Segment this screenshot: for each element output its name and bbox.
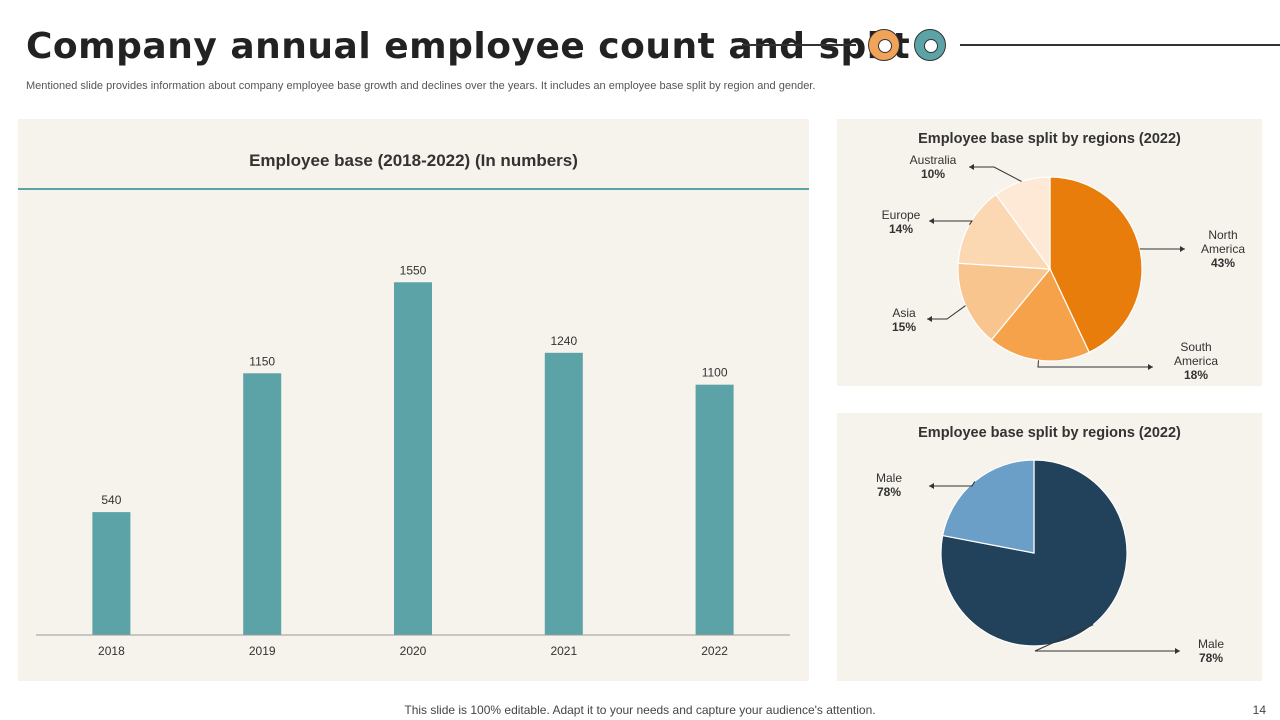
pie-slice-label: Asia — [892, 306, 916, 320]
leader-line — [969, 166, 1022, 182]
leader-arrowhead — [1148, 364, 1153, 370]
pie-slice-value: 10% — [921, 167, 945, 181]
leader-line — [1034, 624, 1180, 652]
pie-slice-value: 43% — [1211, 256, 1235, 270]
pie-slice-value: 15% — [892, 320, 916, 334]
pie-slice — [995, 176, 1051, 271]
bar-2022 — [695, 384, 734, 635]
bar-value-label: 540 — [101, 493, 121, 507]
x-tick-label: 2019 — [249, 644, 276, 658]
page-title: Company annual employee count and split — [26, 26, 911, 67]
bar-value-label: 1550 — [400, 263, 427, 277]
pie-slice-label: Australia — [910, 153, 957, 167]
pie-slice-value: 78% — [877, 485, 901, 499]
bar-chart: 540 2018 1150 2019 1550 2020 1240 2021 1100 2022 — [36, 263, 790, 658]
gender-pie-title: Employee base split by regions (2022) — [918, 425, 1181, 441]
footer-note: This slide is 100% editable. Adapt it to… — [404, 703, 876, 717]
leader-line — [927, 305, 966, 320]
leader-line — [929, 220, 973, 225]
pie-slice-value: 14% — [889, 222, 913, 236]
pie-slice-label: America — [1174, 354, 1218, 368]
leader-line — [1037, 360, 1153, 368]
bar-2019 — [243, 373, 282, 635]
pie-slice — [957, 262, 1052, 341]
gender-pie-panel: Employee base split by regions (2022) Ma… — [837, 413, 1262, 681]
leader-arrowhead — [929, 483, 934, 489]
orange-ring-icon — [868, 29, 900, 61]
page-subtitle: Mentioned slide provides information abo… — [26, 80, 816, 92]
bar-value-label: 1240 — [550, 334, 577, 348]
page-number: 14 — [1252, 703, 1266, 717]
pie-slice-label: South — [1180, 340, 1211, 354]
leader-line — [929, 481, 976, 487]
leader-arrowhead — [969, 164, 974, 170]
pie-slice-label: Male — [876, 471, 902, 485]
pie-slice-value: 78% — [1199, 651, 1223, 665]
region-pie-title: Employee base split by regions (2022) — [918, 131, 1181, 147]
pie-slice-label: Europe — [882, 208, 921, 222]
x-tick-label: 2018 — [98, 644, 125, 658]
pie-slice-label: North — [1208, 228, 1237, 242]
teal-ring-icon — [914, 29, 946, 61]
title-rule-right — [960, 44, 1280, 46]
leader-arrowhead — [1180, 246, 1185, 252]
region-pie-panel: Employee base split by regions (2022) No… — [837, 119, 1262, 386]
region-pie-chart: NorthAmerica43%SouthAmerica18%Asia15%Eur… — [882, 153, 1246, 382]
pie-slice-label: Male — [1198, 637, 1224, 651]
bar-chart-title: Employee base (2018-2022) (In numbers) — [249, 151, 578, 170]
pie-slice-label: America — [1201, 242, 1245, 256]
leader-arrowhead — [929, 218, 934, 224]
x-tick-label: 2021 — [550, 644, 577, 658]
bar-chart-panel: Employee base (2018-2022) (In numbers) 5… — [18, 119, 809, 681]
pie-slice-value: 18% — [1184, 368, 1208, 382]
x-tick-label: 2022 — [701, 644, 728, 658]
bar-2021 — [544, 352, 583, 635]
bar-2020 — [394, 282, 432, 635]
bar-value-label: 1100 — [702, 366, 728, 380]
title-rule-left — [742, 44, 856, 46]
bar-value-label: 1150 — [249, 354, 275, 368]
leader-arrowhead — [927, 316, 932, 322]
bar-2018 — [92, 512, 131, 635]
pie-slice — [990, 267, 1090, 362]
x-tick-label: 2020 — [400, 644, 427, 658]
bar-chart-title-rule — [18, 188, 809, 190]
leader-arrowhead — [1175, 648, 1180, 654]
